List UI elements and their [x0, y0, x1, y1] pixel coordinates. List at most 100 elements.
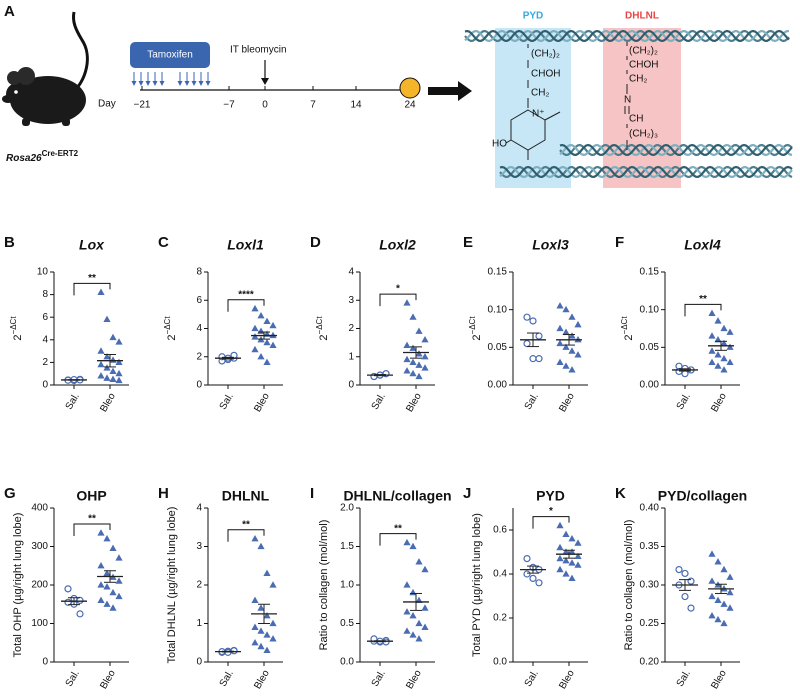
data-point	[568, 366, 576, 373]
y-tick-label: 10	[37, 267, 49, 278]
pyd-ring-n: N⁺	[532, 109, 545, 120]
data-point	[103, 352, 111, 360]
data-point	[409, 631, 417, 638]
dhlnl-label: DHLNL	[625, 11, 659, 22]
data-point	[103, 364, 111, 371]
chart-title: Loxl2	[379, 237, 416, 253]
data-point	[708, 592, 716, 600]
data-point	[720, 354, 728, 362]
data-point	[562, 548, 570, 555]
data-point	[263, 569, 271, 577]
data-point	[97, 347, 105, 354]
data-point	[568, 347, 576, 354]
y-tick-label: 2	[196, 351, 202, 362]
y-axis-label: 2−ΔCt	[620, 316, 635, 341]
data-point	[523, 554, 531, 563]
y-axis-label: Ratio to collagen (mol/mol)	[623, 520, 635, 651]
data-point	[64, 585, 72, 593]
y-axis-label: Total OHP (µg/right lung lobe)	[12, 513, 24, 658]
data-point	[103, 583, 111, 590]
helix-strand	[559, 143, 793, 157]
data-point	[568, 332, 576, 339]
y-tick-label: 0.40	[640, 503, 660, 514]
dhlnl-group: (CH₂)₃	[629, 129, 658, 140]
significance-bracket	[227, 529, 265, 542]
data-point	[269, 341, 277, 349]
data-point	[720, 565, 728, 573]
data-point	[257, 352, 265, 360]
y-axis-label: 2−ΔCt	[468, 316, 483, 341]
helix-strand	[499, 165, 793, 179]
data-point	[251, 304, 259, 312]
x-tick-label: Sal.	[218, 668, 236, 688]
data-point	[574, 351, 582, 358]
timeline-day: 7	[310, 100, 316, 111]
treatment-label: Tamoxifen	[147, 50, 193, 61]
data-point	[97, 288, 105, 295]
data-point	[574, 320, 582, 328]
x-tick-label: Sal.	[218, 391, 236, 411]
timeline-day: 24	[404, 100, 416, 111]
y-tick-label: 0.0	[340, 657, 354, 668]
x-tick-label: Sal.	[64, 668, 82, 688]
data-point	[109, 333, 117, 341]
y-axis-label-superscript: −ΔCt	[468, 316, 477, 335]
data-point	[574, 539, 582, 546]
data-point	[421, 623, 429, 630]
data-point	[568, 574, 576, 581]
data-point	[523, 313, 531, 321]
significance-label: *	[549, 506, 553, 517]
panel-letter: H	[158, 485, 169, 502]
data-point	[714, 362, 722, 369]
y-tick-label: 0.15	[488, 267, 508, 278]
data-point	[556, 554, 564, 562]
y-axis-label-base: 2	[471, 334, 483, 340]
data-point	[409, 313, 417, 320]
y-axis-label-superscript: −ΔCt	[163, 316, 172, 335]
y-tick-label: 4	[348, 267, 354, 278]
data-point	[115, 592, 123, 600]
x-tick-label: Bleo	[404, 391, 424, 414]
data-point	[115, 369, 123, 377]
y-tick-label: 0.00	[488, 380, 508, 391]
timeline-day: 14	[350, 100, 362, 111]
data-point	[269, 619, 277, 627]
dose-arrowhead	[198, 81, 204, 86]
dose-arrowhead	[184, 81, 190, 86]
x-tick-label: Sal.	[370, 668, 388, 688]
data-point	[403, 627, 411, 634]
y-tick-label: 1	[196, 618, 202, 629]
y-tick-label: 0.4	[493, 569, 507, 580]
y-tick-label: 4	[42, 334, 48, 345]
panel-letter: C	[158, 234, 169, 251]
significance-label: **	[88, 273, 96, 284]
y-tick-label: 1.5	[340, 541, 354, 552]
data-point	[720, 324, 728, 332]
panel-letter: A	[4, 3, 15, 20]
pyd-group: CH₂	[531, 88, 549, 99]
panel-letter: J	[463, 485, 471, 502]
significance-label: **	[88, 514, 96, 525]
significance-bracket	[684, 303, 722, 317]
x-tick-label: Bleo	[404, 668, 424, 691]
data-point	[720, 366, 728, 373]
data-point	[556, 543, 564, 551]
data-point	[263, 317, 271, 325]
data-point	[257, 311, 265, 319]
data-point	[103, 374, 111, 381]
timeline-day: −21	[134, 100, 151, 111]
y-tick-label: 4	[196, 503, 202, 514]
y-tick-label: 0.25	[640, 618, 660, 629]
data-point	[415, 558, 423, 565]
data-point	[574, 561, 582, 568]
collagen-helices	[464, 29, 793, 179]
data-point	[556, 358, 564, 365]
helix-strand	[559, 143, 793, 157]
data-point	[415, 635, 423, 642]
data-point	[574, 552, 582, 559]
data-point	[97, 529, 105, 536]
data-point	[568, 559, 576, 566]
data-point	[251, 596, 259, 603]
significance-label: **	[242, 519, 250, 530]
data-point	[556, 302, 564, 309]
